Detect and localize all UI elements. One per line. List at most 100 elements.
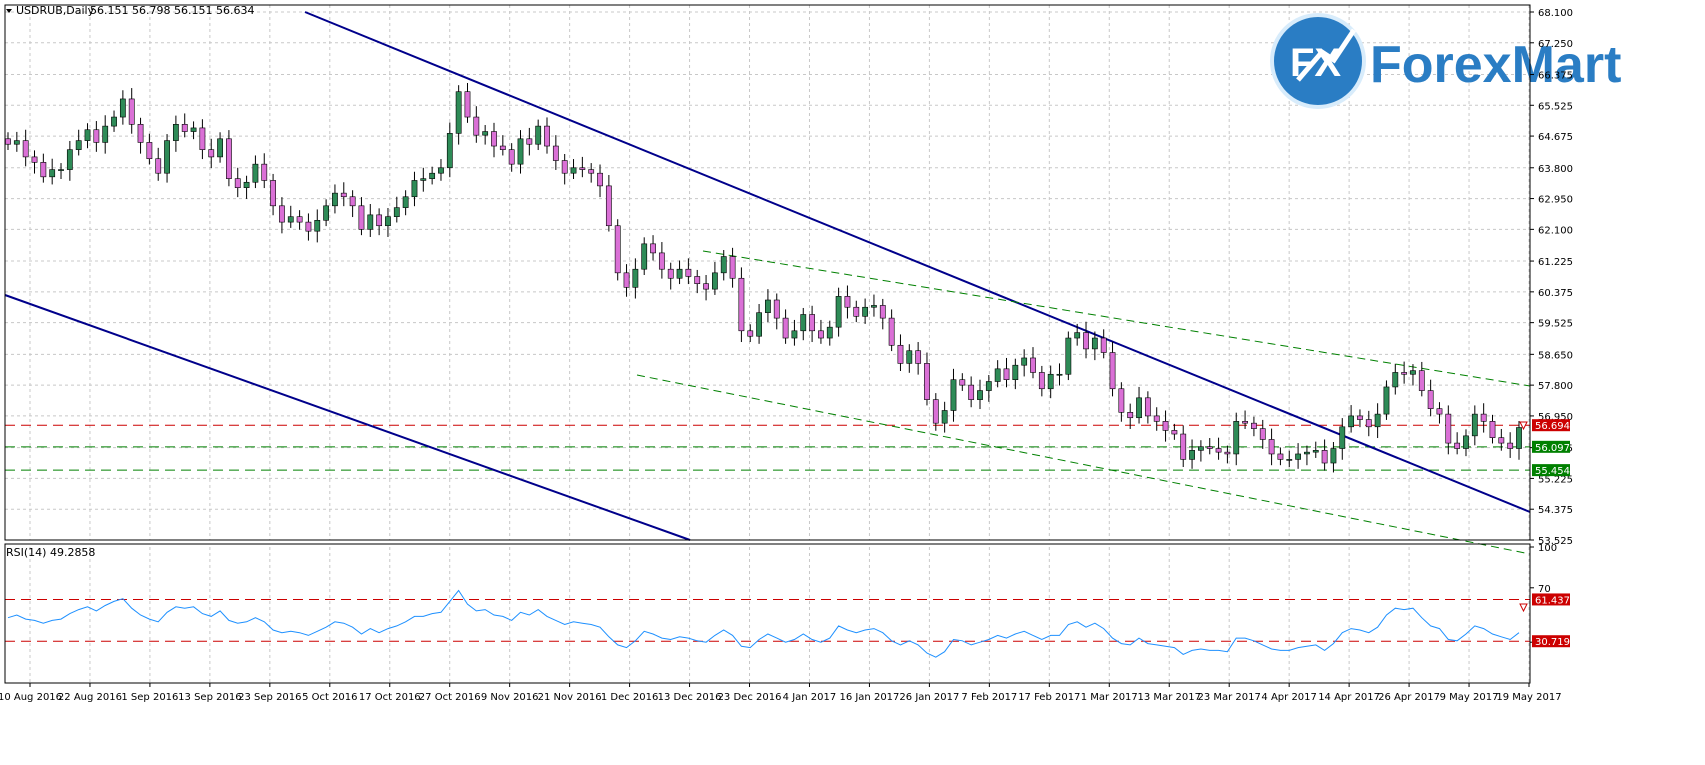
bull-candle <box>1233 421 1240 455</box>
bull-candle <box>1374 413 1381 428</box>
candlestick <box>729 247 736 288</box>
candlestick <box>1268 428 1275 466</box>
bull-candle <box>287 216 294 223</box>
candlestick <box>818 319 824 344</box>
price-tick-label: 55.225 <box>1538 474 1573 485</box>
candlestick <box>959 373 966 391</box>
candlestick <box>137 117 144 154</box>
rsi-label: RSI(14) 49.2858 <box>6 546 95 559</box>
bear-candle <box>1030 357 1036 373</box>
candlestick <box>1286 450 1293 468</box>
bull-candle <box>535 125 542 145</box>
time-tick-label: 17 Feb 2017 <box>1018 692 1080 703</box>
candlestick <box>826 320 833 346</box>
candlestick <box>190 121 197 140</box>
bear-candle <box>208 149 215 158</box>
bear-candle <box>747 330 754 337</box>
candlestick <box>756 303 762 344</box>
candlestick <box>650 235 656 261</box>
bull-candle <box>385 216 391 227</box>
candlestick <box>1392 363 1399 395</box>
candlestick <box>84 123 91 149</box>
candlestick <box>1056 363 1063 386</box>
candlestick <box>111 110 117 132</box>
price-tick-label: 68.100 <box>1538 8 1573 19</box>
bull-candle <box>438 167 444 174</box>
candlestick <box>605 175 612 232</box>
candlestick <box>765 289 771 323</box>
candlestick <box>853 300 860 323</box>
price-tick-label: 61.225 <box>1538 257 1573 268</box>
candlestick <box>1348 405 1355 433</box>
candlestick <box>66 140 73 181</box>
bull-candle <box>1330 448 1337 464</box>
bull-candle <box>411 180 418 198</box>
candlestick <box>782 309 789 344</box>
bear-candle <box>296 216 303 223</box>
candlestick <box>358 197 365 236</box>
time-tick-label: 4 Apr 2017 <box>1261 692 1316 703</box>
upper-trendline <box>304 11 1531 513</box>
price-tick-label: 57.800 <box>1538 381 1573 392</box>
candlestick <box>199 119 206 160</box>
bear-candle <box>1242 421 1248 424</box>
bear-candle <box>1480 413 1487 422</box>
bull-candle <box>1047 373 1054 390</box>
price-tick-label: 62.100 <box>1538 225 1573 236</box>
candlestick <box>1215 437 1222 460</box>
rsi-upper-tag-bg <box>1532 593 1570 606</box>
candlestick <box>1498 428 1505 451</box>
bear-candle <box>658 252 665 270</box>
chart-grid <box>5 5 1530 683</box>
candlestick <box>58 163 64 180</box>
bear-candle <box>552 145 559 161</box>
candlestick <box>340 182 347 207</box>
candlestick <box>393 196 400 223</box>
candlestick <box>128 88 135 134</box>
candlestick <box>985 374 992 402</box>
time-tick-label: 16 Jan 2017 <box>839 692 899 703</box>
bear-candle <box>1277 453 1284 460</box>
bull-candle <box>712 272 718 290</box>
bull-candle <box>994 368 1001 382</box>
candlestick <box>924 352 930 406</box>
bear-candle <box>508 149 515 165</box>
bull-candle <box>800 314 807 332</box>
bear-candle <box>605 185 612 227</box>
candlestick <box>367 204 374 237</box>
bear-candle <box>588 169 595 174</box>
bear-candle <box>1436 408 1443 415</box>
candlestick <box>879 298 886 330</box>
candlestick <box>1436 402 1443 424</box>
candlestick <box>720 250 727 281</box>
bull-candle <box>332 192 338 207</box>
bull-candle <box>58 169 64 171</box>
bear-candle <box>809 314 815 332</box>
logo-circle <box>1270 13 1366 109</box>
candlestick <box>1021 349 1028 377</box>
bull-candle <box>1339 426 1346 449</box>
bear-candle <box>1427 390 1434 409</box>
bull-candle <box>102 125 109 143</box>
bear-candle <box>261 163 268 181</box>
bear-candle <box>844 296 851 308</box>
candlestick <box>1153 407 1160 431</box>
candlestick <box>411 171 418 207</box>
price-tags: 56.694 56.097 55.454 61.4379 30.7190 <box>1519 419 1576 648</box>
candlestick <box>1127 403 1134 429</box>
bear-candle <box>128 98 135 125</box>
bear-candle <box>137 124 144 143</box>
bull-candle <box>950 379 957 411</box>
candlestick <box>738 267 745 343</box>
bear-candle <box>199 127 206 150</box>
candlestick <box>1427 379 1434 417</box>
dropdown-arrow-icon[interactable] <box>6 9 12 13</box>
bull-candle <box>676 268 683 279</box>
time-tick-label: 13 Sep 2016 <box>178 692 241 703</box>
bear-candle <box>526 138 533 145</box>
bull-candle <box>985 381 992 391</box>
candlestick <box>296 210 303 230</box>
time-tick-label: 14 Apr 2017 <box>1318 692 1380 703</box>
